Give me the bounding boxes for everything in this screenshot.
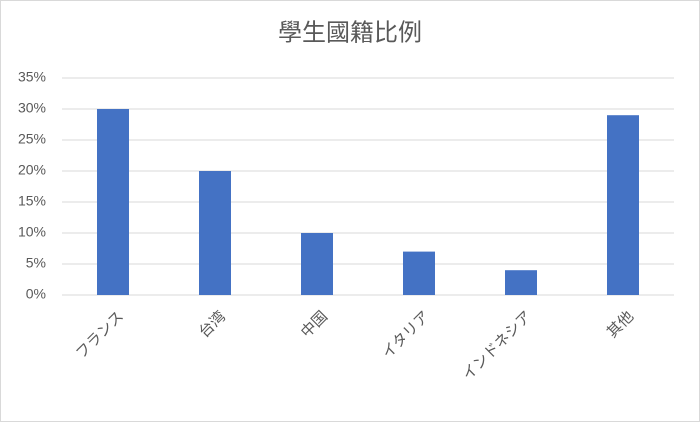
y-tick-label: 30% xyxy=(18,100,46,116)
y-tick-label: 25% xyxy=(18,131,46,147)
bar xyxy=(199,171,231,295)
bar xyxy=(505,270,537,295)
y-tick-label: 5% xyxy=(26,255,46,271)
y-tick-label: 35% xyxy=(18,69,46,85)
y-tick-label: 15% xyxy=(18,193,46,209)
bar xyxy=(97,109,129,295)
y-tick-label: 10% xyxy=(18,224,46,240)
bar xyxy=(607,115,639,295)
bar xyxy=(301,233,333,295)
chart-title: 學生國籍比例 xyxy=(278,19,422,46)
y-tick-label: 0% xyxy=(26,286,46,302)
bar xyxy=(403,251,435,295)
y-tick-label: 20% xyxy=(18,162,46,178)
